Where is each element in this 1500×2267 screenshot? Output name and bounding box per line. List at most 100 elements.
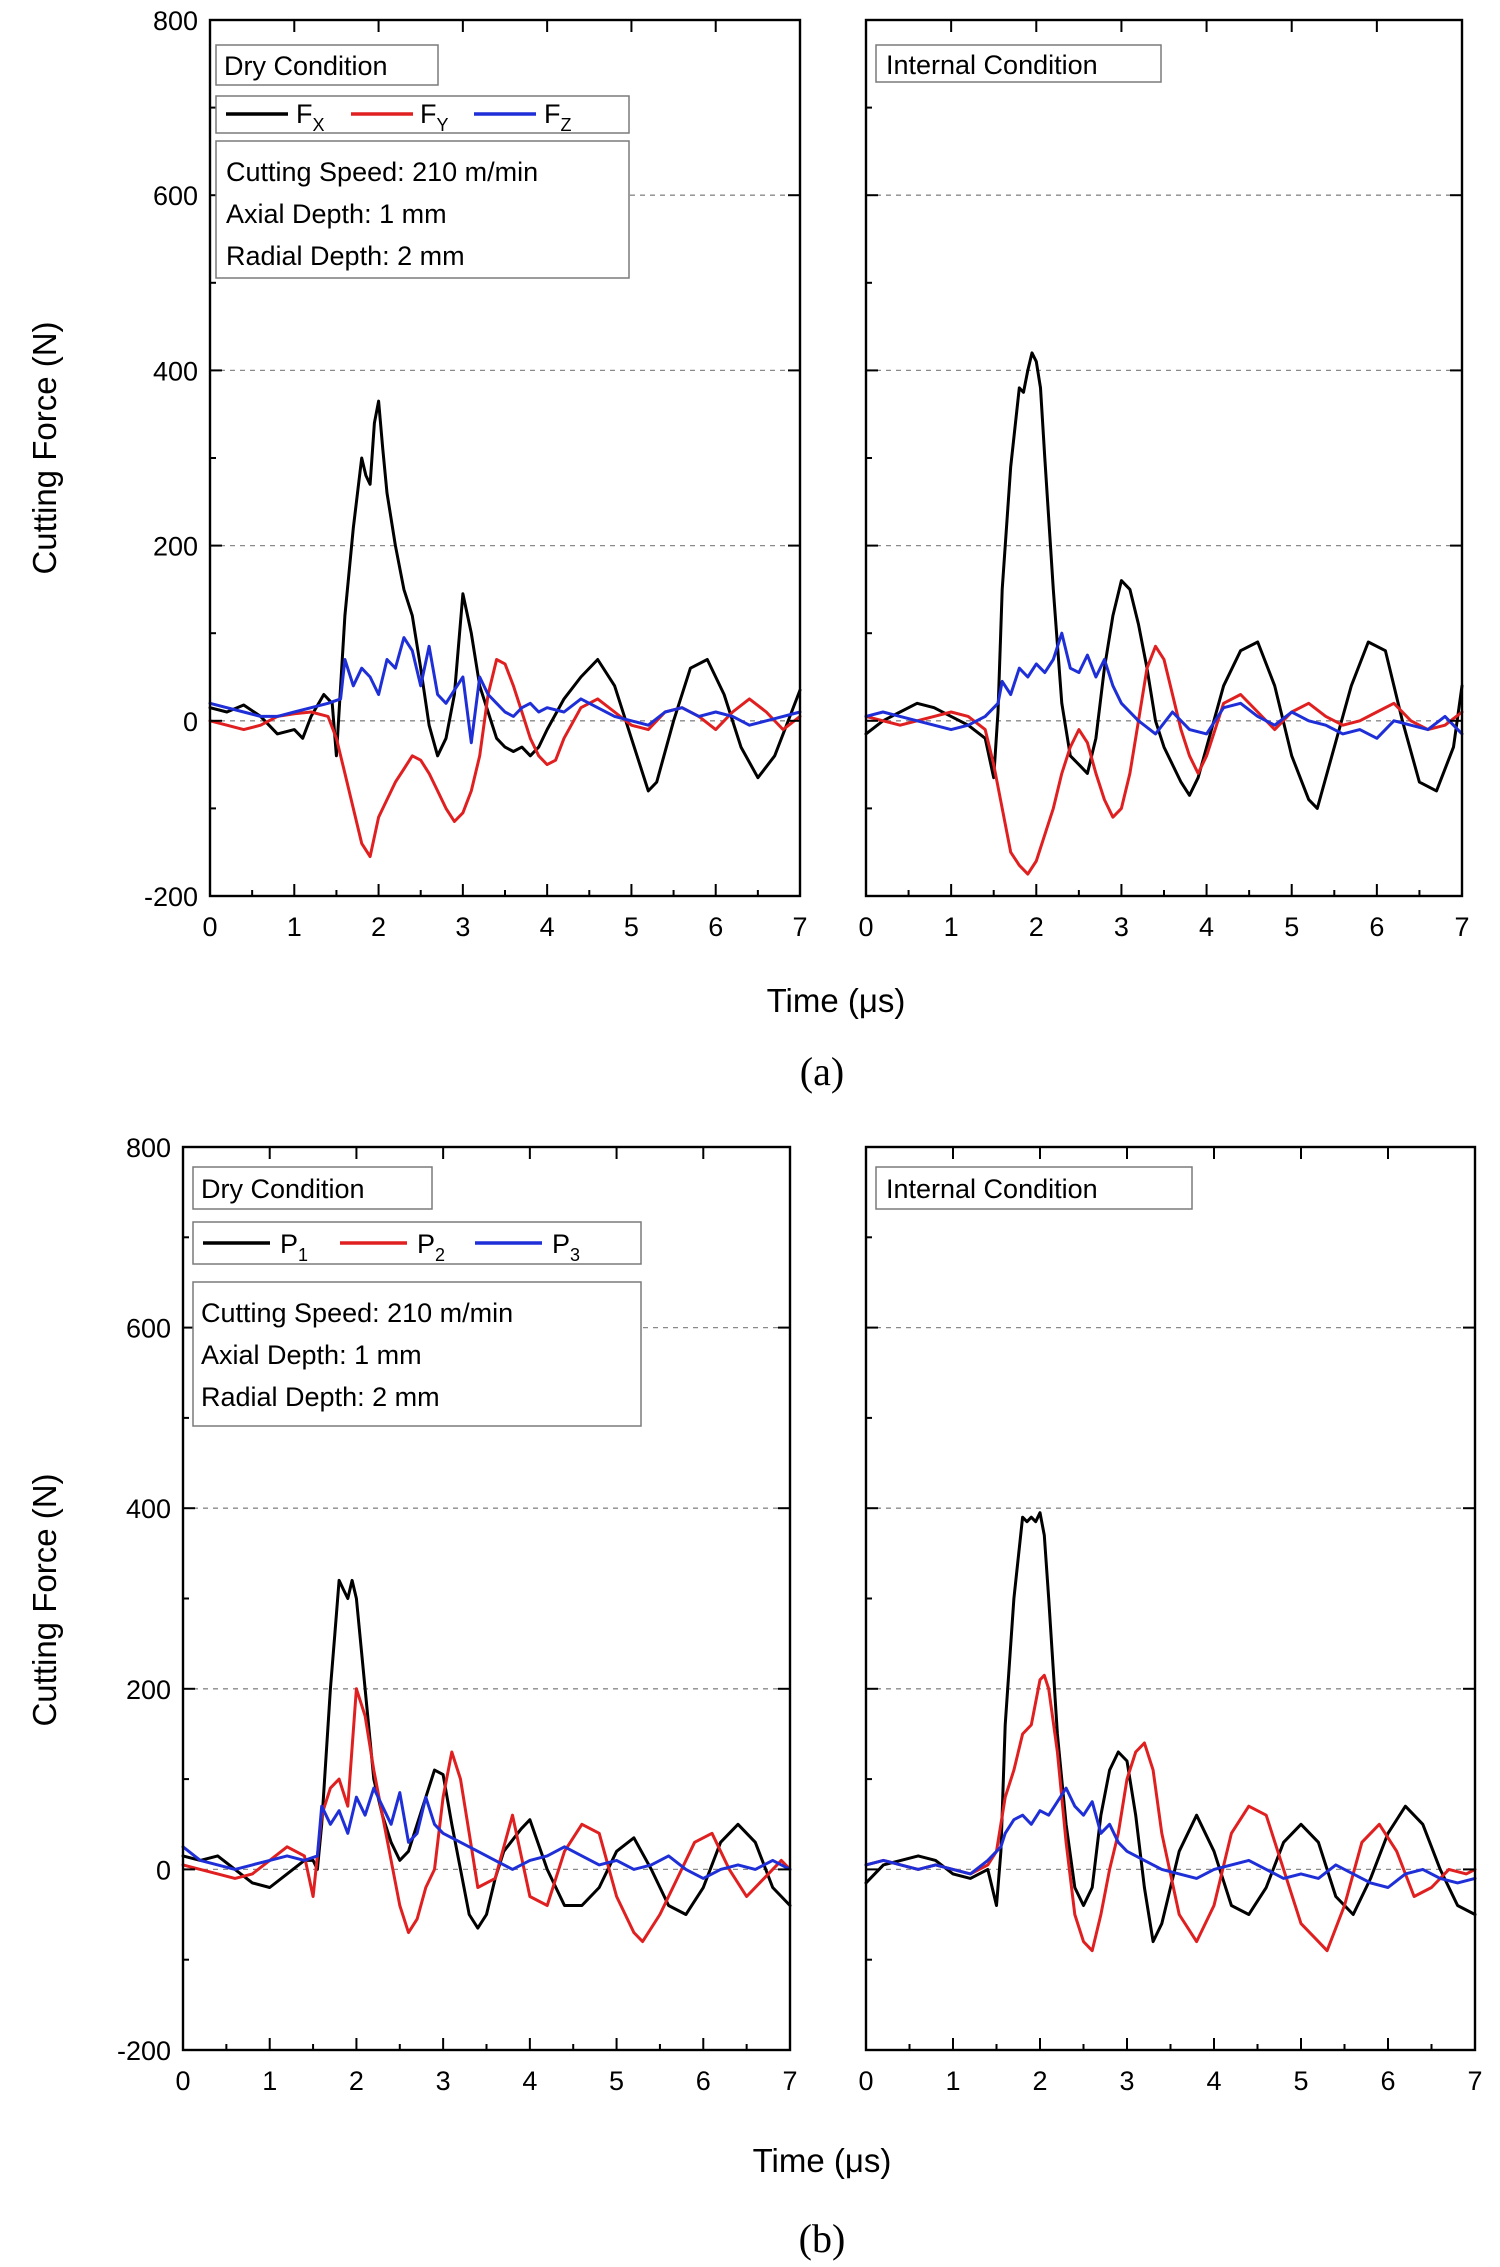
condition-label-a-internal-text: Internal Condition [886,50,1098,80]
info-box-a-frame [215,140,630,279]
series-line-p3 [181,1786,792,1880]
series-line-fx [864,351,1464,810]
info-box-b: Cutting Speed: 210 m/min Axial Depth: 1 … [192,1281,642,1427]
y-tick-label: -200 [117,2036,171,2066]
x-tick-label: 6 [1380,2066,1395,2096]
series-line-fz [864,631,1464,740]
legend-a-label-1: FX [296,99,325,135]
plot-frame [864,1145,1477,2052]
info-line-radial-a: Radial Depth: 2 mm [226,241,465,271]
x-tick-label: 4 [522,2066,537,2096]
caption-a: (a) [800,1049,844,1094]
x-tick-label: 0 [858,912,873,942]
y-tick-label: 200 [126,1675,171,1705]
x-tick-label: 5 [609,2066,624,2096]
legend-b-label-3: P3 [552,1229,580,1265]
condition-label-b-dry: Dry Condition [192,1166,433,1210]
ylabel-a: Cutting Force (N) [26,321,63,574]
y-tick-label: 400 [153,356,198,386]
x-tick-label: 1 [262,2066,277,2096]
y-tick-label: 200 [153,532,198,562]
y-tick-label: 800 [153,6,198,36]
condition-label-a-internal: Internal Condition [875,44,1162,83]
chart-panel-b-internal: 0 1 2 3 4 5 6 7 [858,1145,1483,2096]
series-line-p2 [864,1673,1477,1953]
condition-label-a-internal-box [875,44,1162,83]
x-tick-label: 2 [371,912,386,942]
x-tick-label: 2 [1029,912,1044,942]
info-line-speed-b: Cutting Speed: 210 m/min [201,1298,513,1328]
y-tick-label: 0 [156,1855,171,1885]
condition-label-b-dry-text: Dry Condition [201,1174,365,1204]
y-tick-label: 600 [126,1314,171,1344]
series-line-fy [208,658,802,859]
x-tick-label: 5 [1284,912,1299,942]
series-line-p2 [181,1687,792,1944]
ylabel-b: Cutting Force (N) [26,1473,63,1726]
xlabel-a: Time (μs) [767,982,906,1019]
y-tick-label: 400 [126,1494,171,1524]
x-tick-label: 4 [1206,2066,1221,2096]
y-tick-label: -200 [144,882,198,912]
info-line-speed-a: Cutting Speed: 210 m/min [226,157,538,187]
x-tick-label: 0 [202,912,217,942]
legend-a-label-3: FZ [544,99,572,135]
x-tick-label: 3 [1114,912,1129,942]
series-line-p1 [864,1511,1477,1944]
x-tick-label: 0 [858,2066,873,2096]
x-tick-label: 7 [792,912,807,942]
x-tick-label: 6 [1369,912,1384,942]
info-line-axial-a: Axial Depth: 1 mm [226,199,447,229]
condition-label-a-dry: Dry Condition [215,44,439,86]
x-tick-label: 6 [708,912,723,942]
condition-label-b-dry-box [192,1166,433,1210]
condition-label-b-internal: Internal Condition [875,1166,1193,1210]
series-line-fy [864,644,1464,876]
info-line-radial-b: Radial Depth: 2 mm [201,1382,440,1412]
x-tick-label: 4 [540,912,555,942]
x-tick-label: 3 [436,2066,451,2096]
x-tick-label: 3 [455,912,470,942]
x-tick-label: 7 [1454,912,1469,942]
series-line-fz [208,636,802,745]
x-tick-label: 5 [1293,2066,1308,2096]
x-tick-label: 1 [287,912,302,942]
x-tick-label: 2 [1032,2066,1047,2096]
series-line-p3 [864,1786,1477,1889]
x-tick-label: 3 [1119,2066,1134,2096]
x-tick-label: 6 [696,2066,711,2096]
condition-label-a-dry-text: Dry Condition [224,51,388,81]
legend-b: P1 P2 P3 [192,1221,642,1265]
info-box-a: Cutting Speed: 210 m/min Axial Depth: 1 … [215,140,630,279]
y-tick-label: 600 [153,181,198,211]
chart-panel-a-internal: 0 1 2 3 4 5 6 7 [858,18,1470,942]
info-box-b-frame [192,1281,642,1427]
condition-label-b-internal-box [875,1166,1193,1210]
info-line-axial-b: Axial Depth: 1 mm [201,1340,422,1370]
condition-label-a-dry-box [215,44,439,86]
y-tick-label: 800 [126,1133,171,1163]
series-line-p1 [181,1578,792,1930]
series-line-fx [208,399,802,793]
y-tick-label: 0 [183,707,198,737]
x-tick-label: 1 [944,912,959,942]
x-tick-label: 2 [349,2066,364,2096]
legend-b-label-2: P2 [417,1229,445,1265]
x-tick-label: 7 [1467,2066,1482,2096]
legend-a: FX FY FZ [215,95,630,135]
legend-b-label-1: P1 [280,1229,308,1265]
x-tick-label: 4 [1199,912,1214,942]
x-tick-label: 5 [624,912,639,942]
xlabel-b: Time (μs) [753,2142,892,2179]
x-tick-label: 7 [782,2066,797,2096]
caption-b: (b) [799,2216,846,2261]
x-tick-label: 1 [945,2066,960,2096]
x-tick-label: 0 [175,2066,190,2096]
legend-a-label-2: FY [420,99,449,135]
plot-frame [864,18,1464,898]
condition-label-b-internal-text: Internal Condition [886,1174,1098,1204]
